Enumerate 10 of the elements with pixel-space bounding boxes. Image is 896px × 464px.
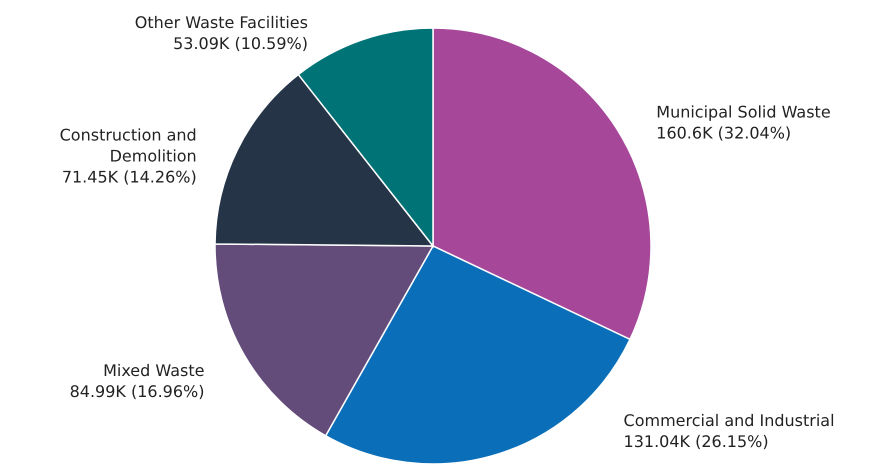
slice-label: Other Waste Facilities <box>134 13 308 32</box>
data-label: 71.45K (14.26%) <box>62 168 197 187</box>
data-label: 53.09K (10.59%) <box>173 34 308 53</box>
data-label: 160.6K (32.04%) <box>656 123 792 142</box>
data-label: 84.99K (16.96%) <box>70 382 204 401</box>
slice-label: Construction and Demolition <box>60 126 197 166</box>
data-label: 131.04K (26.15%) <box>624 432 769 451</box>
slice-label: Commercial and Industrial <box>624 411 835 430</box>
slice-label: Municipal Solid Waste <box>656 102 831 122</box>
slice-label: Mixed Waste <box>103 360 204 380</box>
